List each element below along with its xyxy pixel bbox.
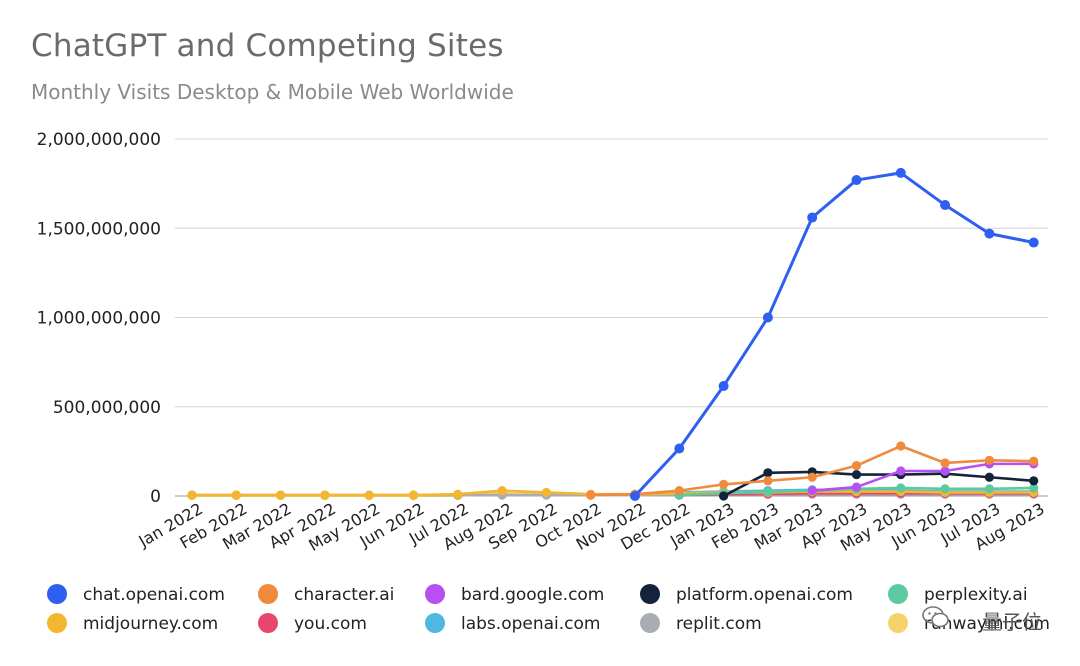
data-point (851, 482, 862, 492)
legend-item: bard.google.com (425, 584, 604, 605)
legend-label: platform.openai.com (676, 585, 853, 605)
data-point (940, 458, 950, 468)
data-point (1029, 476, 1039, 486)
legend-swatch (258, 584, 278, 604)
data-point (541, 487, 552, 498)
data-point (940, 484, 950, 494)
legend-label: bard.google.com (461, 585, 604, 605)
legend-item: platform.openai.com (640, 584, 853, 605)
chart-subtitle: Monthly Visits Desktop & Mobile Web Worl… (31, 80, 514, 104)
data-point (453, 489, 463, 499)
legend-label: you.com (294, 614, 367, 634)
data-point (586, 490, 596, 500)
data-point (896, 441, 906, 451)
data-point (762, 312, 773, 323)
data-point (984, 228, 995, 239)
series-chat-openai-com (630, 167, 1039, 501)
legend-item: labs.openai.com (425, 613, 600, 634)
data-point (851, 175, 862, 186)
data-point (763, 468, 773, 478)
data-point (408, 490, 419, 500)
data-point (763, 486, 773, 497)
legend-item: runwayml.com (888, 613, 1050, 634)
legend-swatch (640, 584, 660, 604)
data-point (1028, 237, 1039, 248)
series-platform-openai-com (719, 467, 1039, 501)
data-point (940, 200, 951, 211)
legend-swatch (258, 613, 278, 633)
legend-swatch (888, 613, 908, 633)
watermark-text: 量子位 (982, 610, 1042, 634)
legend-item: you.com (258, 613, 367, 634)
data-point (851, 461, 862, 471)
legend-item: midjourney.com (47, 613, 218, 634)
data-point (630, 491, 640, 501)
data-point (719, 479, 729, 489)
legend-label: runwayml.com (924, 614, 1050, 634)
legend-label: midjourney.com (83, 614, 218, 634)
y-tick-label: 2,000,000,000 (37, 130, 161, 150)
legend-label: chat.openai.com (83, 585, 225, 605)
data-point (231, 490, 241, 500)
y-tick-label: 500,000,000 (53, 398, 161, 418)
data-point (364, 490, 374, 500)
y-tick-label: 1,000,000,000 (37, 309, 161, 329)
y-tick-label: 1,500,000,000 (37, 219, 161, 239)
data-point (895, 167, 906, 178)
data-point (984, 472, 995, 482)
legend-swatch (47, 584, 67, 604)
data-point (718, 381, 729, 392)
legend-swatch (888, 584, 908, 604)
data-point (851, 469, 862, 480)
data-point (276, 490, 286, 500)
y-tick-label: 0 (150, 487, 161, 507)
legend-swatch (425, 584, 445, 604)
data-point (497, 486, 507, 496)
data-point (187, 490, 197, 500)
legend-label: perplexity.ai (924, 585, 1028, 605)
legend-item: perplexity.ai (888, 584, 1028, 605)
legend-item: replit.com (640, 613, 762, 634)
data-point (807, 486, 817, 496)
data-point (674, 443, 685, 454)
data-point (807, 472, 817, 482)
data-point (896, 466, 906, 476)
data-point (896, 483, 906, 493)
legend-label: character.ai (294, 585, 394, 605)
legend-swatch (47, 613, 67, 633)
data-point (719, 491, 729, 501)
series-line (722, 470, 1034, 498)
data-point (763, 476, 773, 486)
data-point (807, 212, 818, 223)
gridlines (175, 138, 1048, 497)
legend-item: character.ai (258, 584, 394, 605)
legend-label: labs.openai.com (461, 614, 600, 634)
legend-swatch (425, 613, 445, 633)
data-point (320, 490, 330, 500)
wechat-icon (922, 606, 949, 628)
chart-title: ChatGPT and Competing Sites (31, 28, 504, 64)
data-point (984, 455, 995, 465)
data-point (1029, 483, 1039, 493)
data-point (1029, 456, 1039, 466)
legend-item: chat.openai.com (47, 584, 225, 605)
legend-swatch (640, 613, 660, 633)
data-point (674, 486, 684, 496)
data-point (940, 466, 950, 476)
data-point (984, 484, 995, 494)
series-line (812, 462, 1034, 492)
series-line (633, 171, 1034, 498)
legend-label: replit.com (676, 614, 762, 634)
